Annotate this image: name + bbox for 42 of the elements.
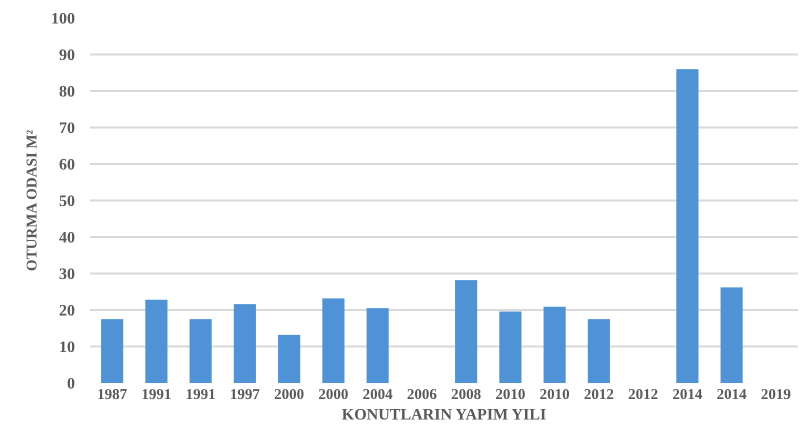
bar bbox=[278, 334, 300, 383]
y-tick-label: 0 bbox=[67, 376, 75, 393]
x-tick-label: 1991 bbox=[141, 387, 172, 403]
x-tick-label: 2004 bbox=[362, 387, 394, 403]
y-tick-label: 70 bbox=[59, 120, 75, 138]
bar bbox=[234, 304, 256, 383]
bar bbox=[322, 298, 344, 383]
bar bbox=[588, 319, 610, 383]
x-tick-label: 2000 bbox=[274, 387, 304, 403]
y-axis-title: OTURMA ODASI M² bbox=[24, 129, 40, 272]
x-tick-label: 2000 bbox=[318, 387, 348, 403]
x-tick-label: 2010 bbox=[495, 387, 526, 403]
bar bbox=[190, 319, 212, 383]
bar bbox=[101, 319, 124, 383]
y-tick-label: 40 bbox=[59, 230, 75, 247]
bar bbox=[544, 306, 566, 383]
x-tick-label: 2012 bbox=[628, 387, 658, 403]
y-tick-label: 20 bbox=[59, 302, 75, 320]
bar bbox=[145, 300, 168, 383]
y-tick-label: 60 bbox=[59, 156, 75, 174]
x-tick-label: 1991 bbox=[186, 387, 216, 403]
bar bbox=[499, 311, 522, 383]
x-tick-label: 1997 bbox=[230, 387, 260, 403]
x-tick-label: 2019 bbox=[760, 387, 791, 403]
y-tick-label: 30 bbox=[59, 266, 75, 284]
y-tick-label: 10 bbox=[59, 339, 75, 356]
x-tick-label: 2014 bbox=[716, 387, 748, 403]
bar bbox=[676, 69, 698, 383]
x-tick-label: 2012 bbox=[584, 387, 614, 403]
x-tick-label: 2006 bbox=[406, 387, 438, 403]
y-tick-label: 80 bbox=[59, 84, 75, 101]
x-tick-label: 2014 bbox=[672, 387, 703, 403]
x-tick-label: 2008 bbox=[451, 387, 482, 403]
bar bbox=[455, 280, 478, 383]
y-tick-label: 100 bbox=[51, 10, 75, 28]
bar bbox=[720, 287, 743, 383]
x-axis-title: KONUTLARIN YAPIM YILI bbox=[342, 406, 546, 424]
y-tick-label: 90 bbox=[59, 47, 75, 64]
bar bbox=[366, 308, 389, 383]
y-tick-label: 50 bbox=[59, 193, 75, 210]
x-tick-label: 1987 bbox=[97, 387, 128, 403]
x-tick-label: 2010 bbox=[540, 387, 570, 403]
